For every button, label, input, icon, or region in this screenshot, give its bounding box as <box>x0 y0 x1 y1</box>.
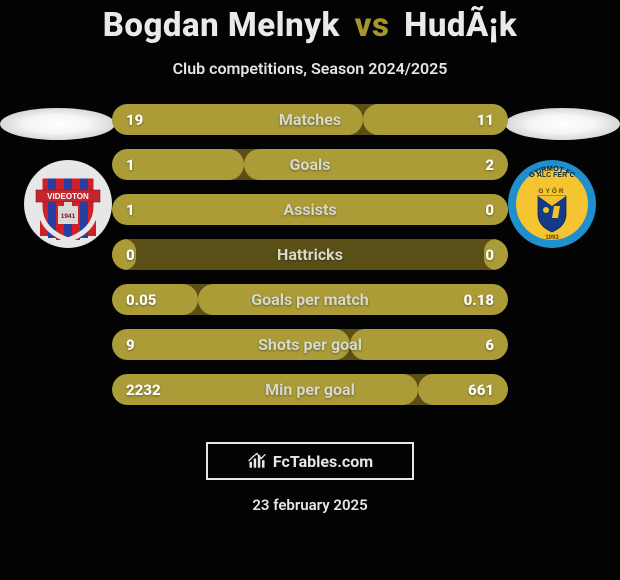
stat-row: 1911Matches <box>112 104 508 135</box>
brand-box: FcTables.com <box>206 442 414 480</box>
stat-value-right: 0 <box>485 246 494 264</box>
stat-fill-left <box>112 194 508 225</box>
stat-row: 00Hattricks <box>112 239 508 270</box>
pedestal-ellipse-right <box>505 108 620 140</box>
stat-value-left: 9 <box>126 336 135 354</box>
stat-value-right: 2 <box>485 156 494 174</box>
stat-fill-right <box>244 149 508 180</box>
stat-fill-left <box>112 329 350 360</box>
subtitle: Club competitions, Season 2024/2025 <box>0 59 620 78</box>
stat-track <box>112 239 508 270</box>
stat-row: 2232661Min per goal <box>112 374 508 405</box>
stat-track <box>112 374 508 405</box>
comparison-title: Bogdan Melnyk vs HudÃ¡k <box>0 0 620 45</box>
stat-value-left: 1 <box>126 201 135 219</box>
stat-row: 96Shots per goal <box>112 329 508 360</box>
stat-track <box>112 284 508 315</box>
stat-track <box>112 329 508 360</box>
stat-track <box>112 104 508 135</box>
stat-fill-right <box>350 329 508 360</box>
stat-track <box>112 194 508 225</box>
stat-value-right: 0.18 <box>464 291 494 309</box>
player1-name: Bogdan Melnyk <box>103 6 340 45</box>
comparison-stage: VIDEOTON 1941 ALC FER GYIRMOT FC GYIRMOT… <box>0 108 620 428</box>
date-text: 23 february 2025 <box>0 496 620 514</box>
stat-fill-right <box>198 284 508 315</box>
stat-fill-right <box>418 374 508 405</box>
brand-text: FcTables.com <box>273 452 373 471</box>
stat-value-left: 0.05 <box>126 291 156 309</box>
player2-name: HudÃ¡k <box>404 6 517 45</box>
videoton-banner-text: VIDEOTON <box>47 192 89 201</box>
stat-value-right: 0 <box>485 201 494 219</box>
stat-value-right: 11 <box>477 111 494 129</box>
stat-value-left: 1 <box>126 156 135 174</box>
gyirmot-year: 1993 <box>545 235 559 241</box>
pedestal-ellipse-left <box>0 108 115 140</box>
chart-icon <box>247 451 267 471</box>
stat-value-left: 2232 <box>126 381 161 399</box>
stat-row: 12Goals <box>112 149 508 180</box>
vs-separator: vs <box>355 6 390 45</box>
stat-value-left: 19 <box>126 111 143 129</box>
stat-row: 10Assists <box>112 194 508 225</box>
stat-rows: 1911Matches12Goals10Assists00Hattricks0.… <box>112 104 508 405</box>
videoton-year: 1941 <box>61 213 76 220</box>
stat-value-right: 661 <box>468 381 494 399</box>
stat-value-left: 0 <box>126 246 135 264</box>
videoton-crest: VIDEOTON 1941 <box>24 160 112 248</box>
stat-row: 0.050.18Goals per match <box>112 284 508 315</box>
stat-value-right: 6 <box>485 336 494 354</box>
stat-fill-left <box>112 104 363 135</box>
svg-text:GYŐR: GYŐR <box>538 186 565 195</box>
gyirmot-crest: ALC FER GYIRMOT FC GYIRMOT FC GYŐR 1993 <box>508 160 596 248</box>
stat-track <box>112 149 508 180</box>
